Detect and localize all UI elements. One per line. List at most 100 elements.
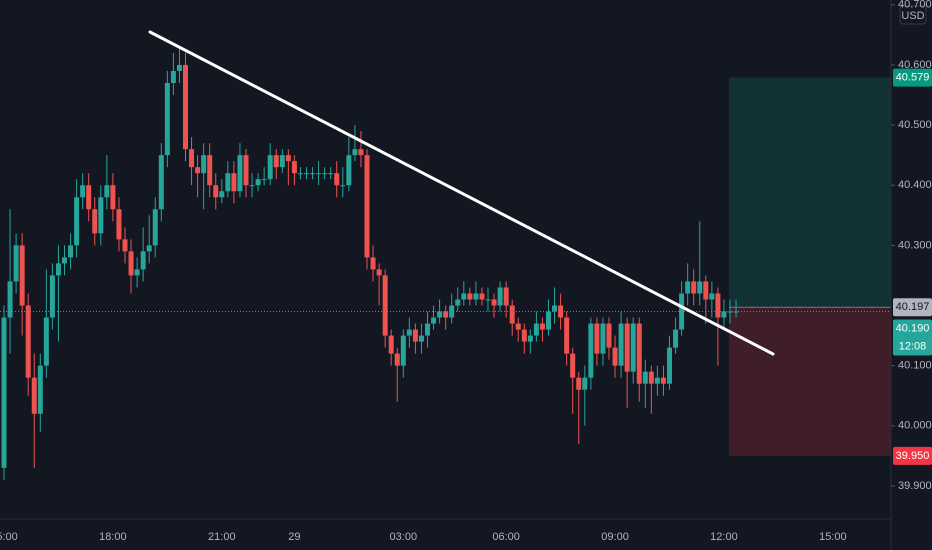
candle-body — [291, 161, 297, 174]
candle-body — [334, 173, 340, 186]
candle-body — [140, 251, 146, 270]
position-zones — [0, 77, 891, 456]
y-tick-label: 40.000 — [898, 420, 932, 432]
candle-body — [588, 323, 594, 378]
x-tick-label: 18:00 — [99, 531, 127, 543]
candle-body — [279, 155, 285, 168]
candle-body — [539, 323, 545, 330]
candle-body — [297, 173, 303, 175]
y-tick-label: 39.900 — [898, 480, 932, 492]
candle-body — [636, 323, 642, 384]
candle-body — [68, 245, 74, 258]
candle-body — [37, 365, 43, 414]
candle-body — [418, 335, 424, 342]
candle-body — [394, 353, 400, 366]
candle-body — [660, 377, 666, 384]
candle-body — [86, 185, 92, 210]
candle-body — [558, 305, 564, 318]
candle-body — [62, 257, 67, 264]
candle-body — [201, 155, 207, 174]
candle-body — [122, 239, 128, 252]
candle-body — [630, 323, 636, 372]
candle-body — [98, 197, 104, 234]
candle-body — [467, 293, 473, 300]
candle-body — [400, 335, 406, 366]
currency-box[interactable] — [899, 5, 927, 25]
candle-body — [364, 155, 370, 258]
candle-body — [546, 311, 551, 330]
trend-line — [148, 30, 775, 356]
candle-body — [310, 173, 316, 175]
candle-body — [685, 281, 691, 294]
candle-body — [189, 149, 195, 168]
candle-body — [576, 377, 582, 390]
price-label-box — [893, 446, 932, 465]
currency: USD — [901, 10, 924, 22]
x-tick-label: 15:00 — [0, 531, 18, 543]
candle-body — [691, 281, 697, 294]
candle-body — [455, 299, 461, 306]
candle-body — [679, 293, 685, 330]
candle-body — [412, 329, 418, 342]
x-tick-label: 09:00 — [601, 531, 629, 543]
candle-body — [170, 70, 176, 83]
candle-body — [346, 155, 352, 186]
candle-body — [152, 209, 158, 246]
candle-body — [43, 317, 49, 366]
y-tick-label: 40.700 — [898, 0, 932, 11]
candle-body — [255, 179, 261, 186]
candle-body — [225, 173, 231, 192]
candle-body — [618, 323, 624, 366]
candle-body — [703, 281, 709, 300]
candle-body — [1, 317, 7, 468]
candle-body — [370, 257, 376, 270]
candle-body — [376, 269, 382, 276]
candle-body — [267, 155, 273, 180]
target-zone — [729, 77, 891, 308]
candle-body — [624, 323, 630, 372]
x-tick-label: 06:00 — [492, 531, 520, 543]
candle-body — [340, 185, 346, 187]
candle-body — [642, 371, 648, 384]
price-label-box — [893, 68, 932, 87]
countdown: 12:08 — [899, 340, 927, 352]
candle-body — [74, 197, 80, 246]
x-tick-label: 12:00 — [710, 531, 738, 543]
candle-body — [116, 209, 122, 240]
candle-body — [213, 185, 219, 198]
candle-body — [134, 269, 140, 276]
candle-body — [648, 371, 654, 384]
candle-body — [104, 185, 110, 198]
y-tick-label: 40.300 — [898, 239, 932, 251]
candle-body — [195, 167, 201, 174]
candle-body — [25, 305, 31, 378]
candle-body — [509, 305, 515, 324]
candle-body — [219, 191, 225, 198]
candle-body — [328, 173, 334, 175]
price-label: 40.579 — [896, 71, 930, 83]
candle-body — [600, 323, 606, 354]
candle-body — [237, 155, 243, 192]
candle-body — [491, 299, 497, 306]
candle-body — [552, 305, 558, 312]
candle-body — [261, 179, 267, 181]
candle-body — [654, 377, 660, 384]
y-tick-label: 40.400 — [898, 179, 932, 191]
candle-body — [497, 287, 503, 306]
candle-body — [425, 323, 430, 336]
candle-body — [437, 311, 443, 318]
candle-body — [564, 317, 570, 354]
candles — [1, 46, 739, 480]
candle-body — [231, 173, 237, 192]
candle-body — [13, 245, 19, 282]
candle-body — [612, 347, 618, 366]
last-price-label: 40.190 — [896, 322, 930, 334]
candle-body — [479, 293, 485, 300]
candle-body — [533, 323, 539, 336]
candle-body — [285, 155, 291, 162]
candle-body — [322, 173, 328, 175]
candle-body — [473, 293, 479, 300]
stop-zone — [729, 307, 891, 456]
